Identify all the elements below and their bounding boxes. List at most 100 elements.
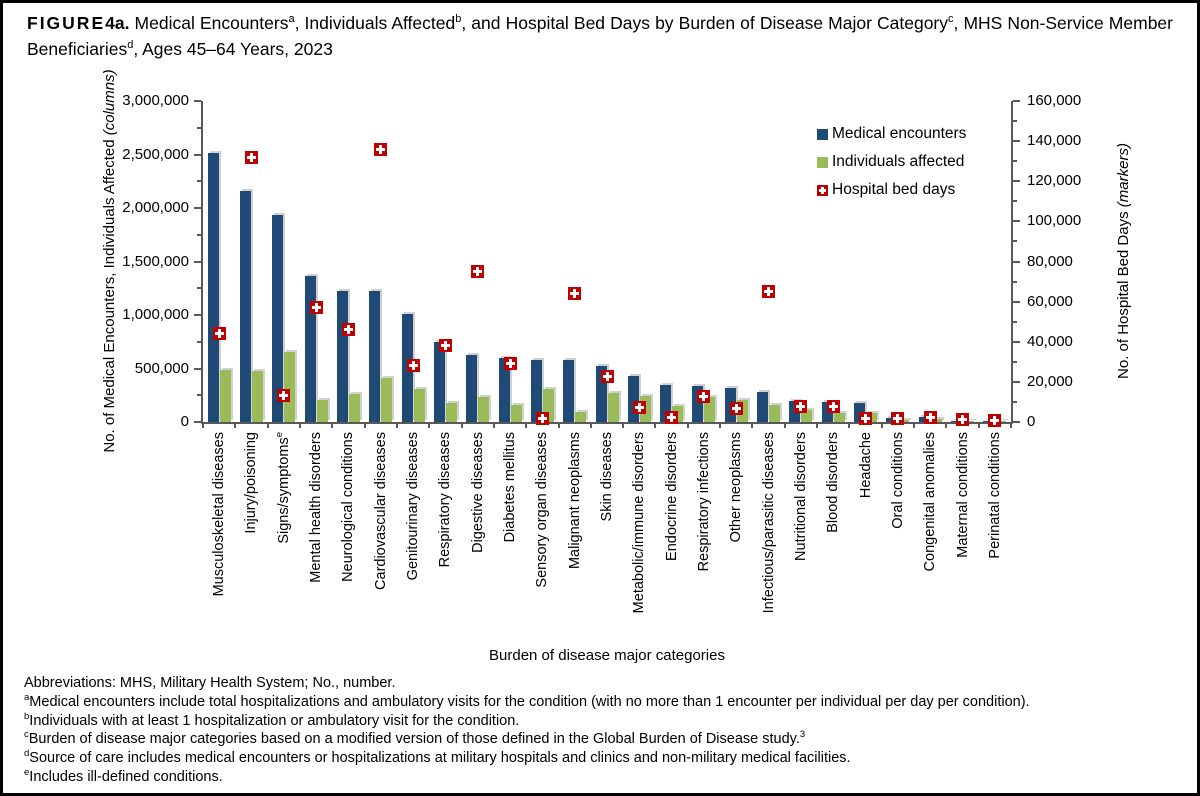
hospital-bed-days-marker: [438, 339, 452, 353]
x-axis-tick: [913, 422, 916, 428]
plot-area: Burden of disease major categories Medic…: [122, 92, 1081, 664]
medical-encounters-swatch-icon: [817, 128, 828, 140]
x-axis-tick: [492, 422, 495, 428]
category-label: Injury/poisoning: [243, 432, 260, 534]
right-axis-major-tick: [1013, 340, 1020, 343]
left-axis-tick-label: 500,000: [134, 359, 189, 377]
individuals-affected-bar: [542, 389, 554, 422]
right-axis-tick-label: 60,000: [1027, 292, 1073, 310]
left-axis-major-tick: [194, 153, 201, 156]
right-axis-major-tick: [1013, 421, 1020, 423]
category-label: Diabetes mellitus: [502, 432, 519, 543]
hospital-bed-days-marker: [503, 357, 517, 371]
medical-encounters-bar: [854, 402, 866, 422]
left-axis-minor-tick: [197, 180, 201, 183]
hospital-bed-days-marker: [762, 285, 776, 299]
category-label: Signs/symptomse: [273, 432, 292, 544]
x-axis-tick: [395, 422, 398, 428]
footnote-b: bIndividuals with at least 1 hospitaliza…: [24, 710, 520, 729]
x-axis-tick: [880, 422, 883, 428]
right-axis-minor-tick: [1013, 400, 1017, 403]
individuals-affected-bar: [510, 404, 522, 422]
left-axis-tick-label: 2,500,000: [122, 145, 189, 163]
x-axis-tick: [686, 422, 689, 428]
individuals-affected-bar: [251, 370, 263, 422]
hospital-bed-days-marker: [891, 412, 905, 426]
medical-encounters-bar: [336, 290, 348, 422]
footnote-d: dSource of care includes medical encount…: [24, 748, 851, 767]
left-axis-major-tick: [194, 207, 201, 209]
individuals-affected-bar: [769, 404, 781, 422]
x-axis-tick: [266, 422, 269, 428]
right-axis-minor-tick: [1013, 320, 1017, 323]
hospital-bed-days-marker: [471, 265, 485, 279]
right-axis-title: No. of Hospital Bed Days (markers): [1115, 143, 1132, 379]
left-axis-tick-label: 1,500,000: [122, 252, 189, 270]
medical-encounters-bar: [433, 341, 445, 422]
footnotes: Abbreviations: MHS, Military Health Syst…: [24, 674, 1180, 787]
category-label: Musculoskeletal diseases: [211, 432, 228, 597]
hospital-bed-days-marker: [697, 390, 711, 404]
x-axis-tick: [557, 422, 560, 428]
right-axis-major-tick: [1013, 180, 1020, 183]
x-axis-tick: [945, 422, 948, 428]
right-axis-minor-tick: [1013, 280, 1017, 283]
legend-label: Medical encounters: [832, 125, 967, 142]
category-label: Other neoplasms: [728, 432, 745, 543]
x-axis-tick: [751, 422, 754, 428]
hospital-bed-days-marker: [374, 142, 388, 156]
category-label: Blood disorders: [825, 432, 842, 533]
medical-encounters-bar: [304, 275, 316, 422]
x-axis-tick: [460, 422, 463, 428]
hospital-bed-days-marker: [600, 370, 614, 384]
hospital-bed-days-marker: [826, 400, 840, 414]
category-label: Endocrine disorders: [663, 432, 680, 561]
left-axis-major-tick: [194, 260, 201, 263]
category-label: Mental health disorders: [308, 432, 325, 583]
right-axis-tick-label: 0: [1027, 413, 1036, 430]
category-label: Genitourinary diseases: [405, 432, 422, 581]
right-axis-minor-tick: [1013, 120, 1017, 123]
medical-encounters-bar: [595, 366, 607, 422]
hospital-bed-days-marker: [794, 400, 808, 414]
category-label: Malignant neoplasms: [566, 432, 583, 570]
right-axis-tick-label: 120,000: [1027, 172, 1082, 190]
left-axis-major-tick: [194, 367, 201, 370]
right-axis-minor-tick: [1013, 360, 1017, 363]
category-label: Respiratory infections: [695, 432, 712, 572]
individuals-affected-swatch-icon: [817, 156, 828, 168]
x-axis-tick: [622, 422, 625, 428]
category-label: Skin diseases: [599, 432, 615, 522]
medical-encounters-bar: [498, 358, 510, 422]
hospital-bed-days-marker: [244, 150, 258, 164]
hospital-bed-days-marker: [212, 327, 226, 341]
hospital-bed-days-marker: [406, 359, 420, 373]
individuals-affected-bar: [284, 352, 296, 422]
right-axis-major-tick: [1013, 220, 1020, 223]
hospital-bed-days-marker: [859, 412, 873, 426]
x-axis-tick: [525, 422, 528, 428]
hospital-bed-days-marker: [632, 401, 646, 415]
medical-encounters-bar: [660, 385, 672, 422]
legend: Medical encounters Individuals affected …: [817, 125, 966, 209]
medical-encounters-bar: [692, 385, 704, 422]
hospital-bed-days-marker: [277, 389, 291, 403]
category-label: Nutritional disorders: [792, 432, 809, 561]
hospital-bed-days-marker: [341, 323, 355, 337]
x-axis-tick: [234, 422, 237, 428]
right-axis-tick-label: 20,000: [1027, 372, 1073, 390]
medical-encounters-bar: [369, 291, 381, 422]
right-axis-major-tick: [1013, 380, 1020, 383]
hospital-bed-days-marker-icon: [817, 184, 828, 196]
right-axis-major-tick: [1013, 300, 1020, 303]
left-axis-major-tick: [194, 421, 201, 423]
individuals-affected-bar: [219, 369, 231, 422]
medical-encounters-bar: [530, 359, 542, 422]
x-axis-tick: [719, 422, 722, 428]
category-label: Neurological conditions: [340, 432, 357, 582]
x-axis-tick: [848, 422, 851, 428]
medical-encounters-bar: [272, 214, 284, 422]
left-axis-minor-tick: [197, 287, 201, 290]
category-label: Sensory organ diseases: [534, 432, 551, 588]
